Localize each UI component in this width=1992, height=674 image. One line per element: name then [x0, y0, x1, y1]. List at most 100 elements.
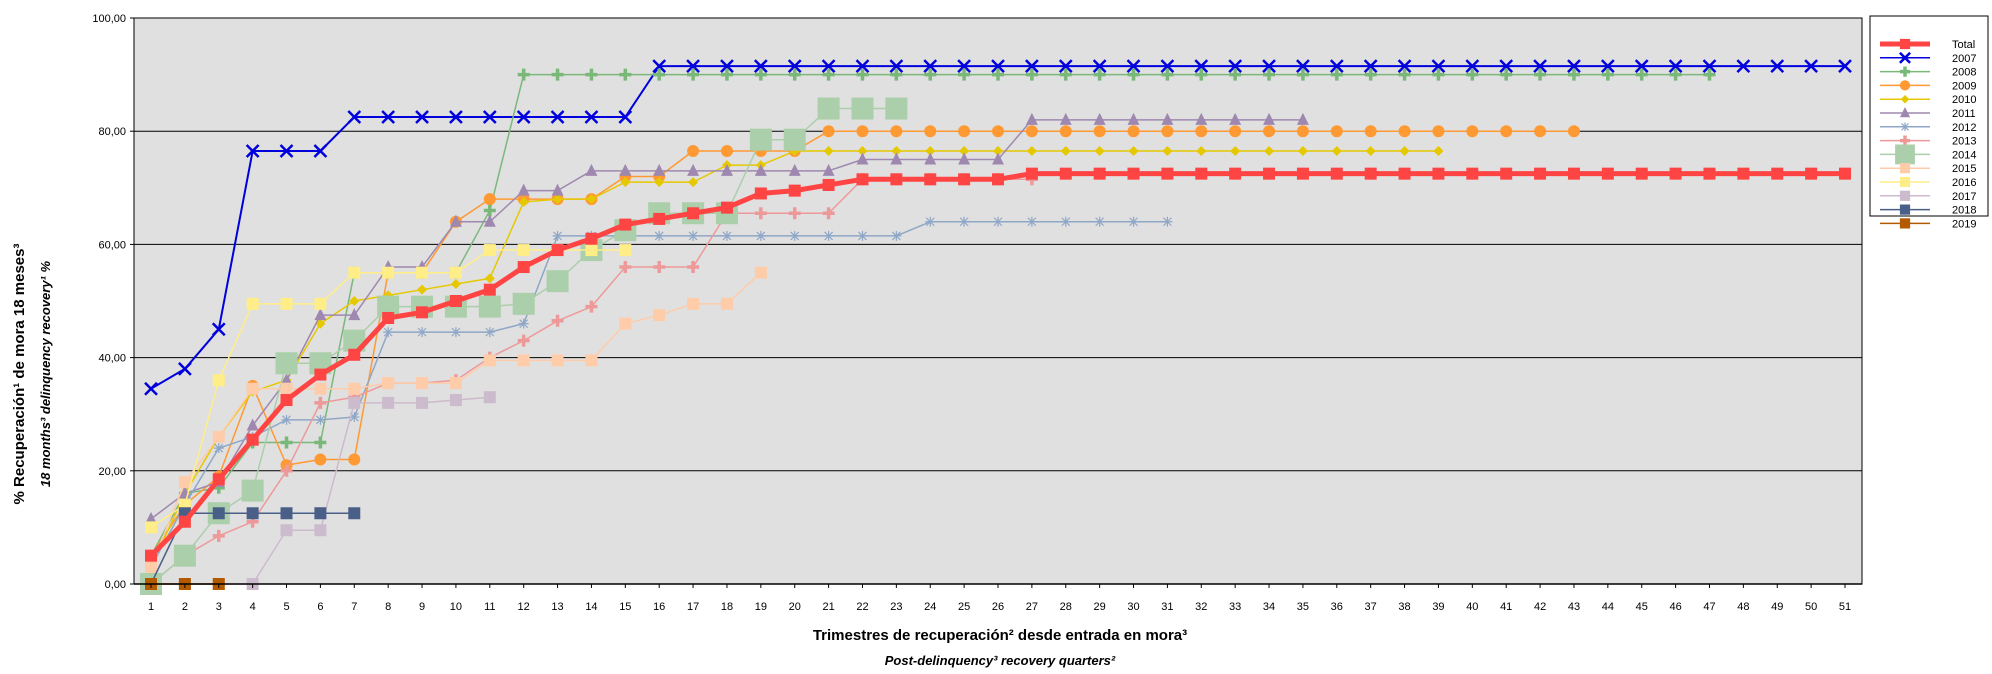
data-point	[383, 327, 394, 338]
data-point	[959, 146, 970, 157]
data-point	[1196, 146, 1207, 157]
data-point	[1161, 68, 1174, 81]
data-point	[1364, 68, 1377, 81]
x-tick-label: 39	[1432, 601, 1444, 613]
data-point	[1093, 112, 1106, 125]
data-point	[279, 144, 294, 158]
x-tick-label: 4	[250, 601, 256, 613]
data-point	[212, 473, 225, 486]
x-tick-label: 17	[687, 601, 699, 613]
data-point	[241, 479, 264, 502]
data-point	[1092, 59, 1107, 73]
data-point	[585, 300, 598, 313]
data-point	[450, 327, 461, 338]
data-point	[787, 59, 802, 73]
data-point	[1127, 68, 1140, 81]
data-point	[654, 230, 665, 241]
data-point	[416, 306, 429, 319]
legend-item-2018: 2018	[1880, 204, 1976, 217]
data-point	[857, 146, 868, 157]
x-tick-label: 15	[619, 601, 631, 613]
y-tick-label: 40,00	[98, 353, 126, 365]
data-point	[1229, 167, 1242, 180]
data-point	[382, 311, 395, 324]
data-point	[1703, 167, 1716, 180]
y-tick-label: 20,00	[98, 466, 126, 478]
data-point	[923, 59, 938, 73]
data-point	[1534, 125, 1547, 138]
legend-label: 2018	[1952, 205, 1976, 217]
data-point	[1398, 125, 1411, 138]
data-point	[280, 464, 293, 477]
legend-label: 2014	[1952, 149, 1976, 161]
data-point	[483, 244, 496, 257]
data-point	[449, 377, 462, 390]
data-point	[1770, 59, 1785, 73]
data-point	[314, 396, 327, 409]
x-tick-label: 19	[755, 601, 767, 613]
data-point	[1432, 167, 1445, 180]
series-total	[145, 167, 1851, 562]
series-2016	[145, 244, 632, 534]
data-point	[349, 296, 360, 306]
x-tick-label: 47	[1703, 601, 1715, 613]
data-point	[483, 214, 496, 227]
data-point	[992, 173, 1004, 186]
data-point	[957, 59, 972, 73]
data-point	[991, 59, 1005, 73]
data-point	[925, 146, 936, 157]
data-point	[821, 59, 836, 73]
x-tick-label: 7	[351, 601, 357, 613]
data-point	[1263, 112, 1276, 125]
x-tick-label: 6	[317, 601, 323, 613]
legend-marker	[1900, 94, 1910, 104]
data-point	[1127, 125, 1140, 138]
data-point	[687, 207, 700, 220]
data-point	[1026, 216, 1037, 227]
legend-item-total: Total	[1880, 38, 1975, 51]
x-tick-label: 44	[1602, 601, 1614, 613]
data-point	[1431, 59, 1446, 73]
legend-label: 2019	[1952, 218, 1976, 230]
data-point	[1533, 59, 1547, 73]
data-point	[992, 68, 1004, 81]
data-point	[211, 322, 226, 337]
data-point	[1398, 68, 1411, 81]
data-point	[1195, 167, 1208, 180]
data-point	[315, 414, 326, 425]
legend-item-2010: 2010	[1880, 94, 1976, 106]
x-tick-label: 45	[1636, 601, 1648, 613]
data-point	[1229, 125, 1242, 138]
legend-marker	[1895, 144, 1915, 165]
data-point	[822, 163, 835, 176]
data-point	[348, 453, 361, 466]
data-point	[246, 507, 259, 520]
x-tick-label: 20	[789, 601, 801, 613]
data-point	[1195, 68, 1208, 81]
data-point	[1601, 167, 1614, 180]
legend-marker	[1899, 163, 1911, 174]
legend-label: 2013	[1952, 136, 1976, 148]
data-point	[145, 511, 157, 524]
data-point	[1160, 59, 1175, 73]
x-tick-label: 2	[182, 601, 188, 613]
data-point	[449, 110, 463, 124]
legend-marker	[1899, 135, 1911, 146]
data-point	[1059, 112, 1072, 125]
data-point	[415, 110, 429, 124]
x-tick-label: 24	[924, 601, 936, 613]
data-point	[1363, 59, 1378, 73]
x-tick-label: 35	[1297, 601, 1309, 613]
data-point	[1162, 146, 1173, 157]
data-point	[822, 178, 835, 191]
data-point	[1330, 167, 1343, 180]
data-point	[687, 297, 700, 310]
data-point	[1228, 59, 1243, 73]
data-point	[856, 152, 869, 165]
data-point	[1466, 125, 1479, 138]
data-point	[1296, 125, 1309, 138]
data-point	[173, 544, 196, 567]
data-point	[788, 68, 801, 81]
